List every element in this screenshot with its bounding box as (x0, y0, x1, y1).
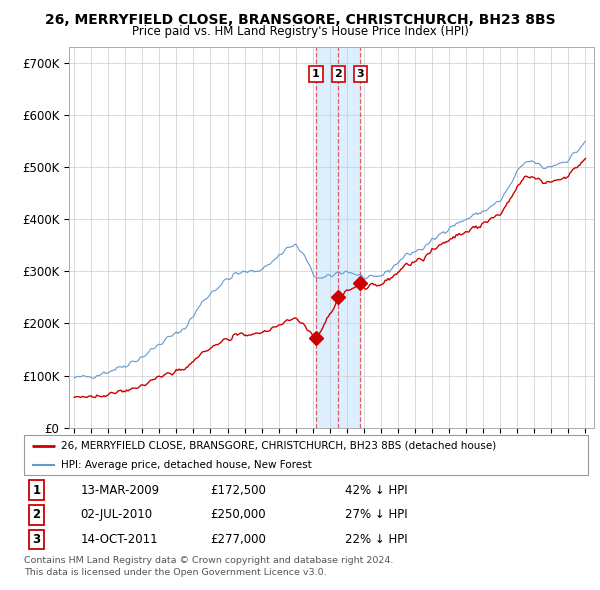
Text: 27% ↓ HPI: 27% ↓ HPI (346, 508, 408, 522)
Text: This data is licensed under the Open Government Licence v3.0.: This data is licensed under the Open Gov… (24, 568, 326, 576)
Text: 3: 3 (356, 69, 364, 79)
Text: 3: 3 (32, 533, 40, 546)
Text: 26, MERRYFIELD CLOSE, BRANSGORE, CHRISTCHURCH, BH23 8BS: 26, MERRYFIELD CLOSE, BRANSGORE, CHRISTC… (44, 13, 556, 27)
Text: 2: 2 (32, 508, 40, 522)
Text: 13-MAR-2009: 13-MAR-2009 (80, 484, 160, 497)
Text: £277,000: £277,000 (210, 533, 266, 546)
FancyBboxPatch shape (24, 435, 588, 475)
Bar (316, 47, 361, 428)
Text: 1: 1 (312, 69, 320, 79)
Text: 2: 2 (334, 69, 342, 79)
Text: 02-JUL-2010: 02-JUL-2010 (80, 508, 152, 522)
Text: 22% ↓ HPI: 22% ↓ HPI (346, 533, 408, 546)
Text: 26, MERRYFIELD CLOSE, BRANSGORE, CHRISTCHURCH, BH23 8BS (detached house): 26, MERRYFIELD CLOSE, BRANSGORE, CHRISTC… (61, 441, 496, 451)
Text: 42% ↓ HPI: 42% ↓ HPI (346, 484, 408, 497)
Text: Contains HM Land Registry data © Crown copyright and database right 2024.: Contains HM Land Registry data © Crown c… (24, 556, 394, 565)
Text: £250,000: £250,000 (210, 508, 266, 522)
Text: HPI: Average price, detached house, New Forest: HPI: Average price, detached house, New … (61, 460, 311, 470)
Text: 14-OCT-2011: 14-OCT-2011 (80, 533, 158, 546)
Text: £172,500: £172,500 (210, 484, 266, 497)
Text: Price paid vs. HM Land Registry's House Price Index (HPI): Price paid vs. HM Land Registry's House … (131, 25, 469, 38)
Text: 1: 1 (32, 484, 40, 497)
